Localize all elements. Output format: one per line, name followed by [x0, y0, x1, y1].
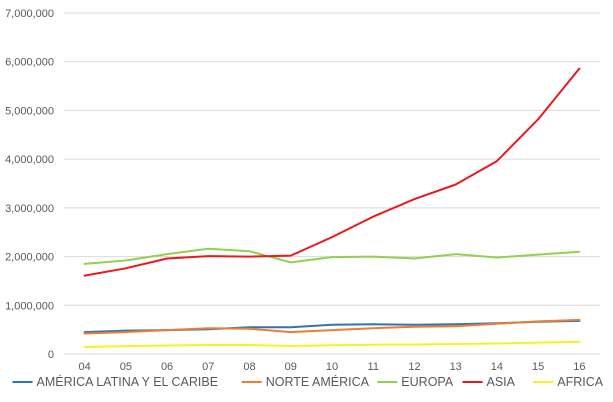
data-point [249, 328, 251, 330]
data-point [166, 253, 168, 255]
data-point [290, 255, 292, 257]
series-line-3 [83, 247, 581, 265]
y-tick-label: 0 [48, 349, 54, 361]
data-point [84, 346, 86, 348]
data-point [166, 329, 168, 331]
data-point [290, 345, 292, 347]
x-tick-label: 05 [120, 361, 132, 373]
data-point [84, 275, 86, 277]
y-tick-label: 1,000,000 [5, 300, 54, 312]
data-point [455, 323, 457, 325]
data-point [413, 326, 415, 328]
series-lines [83, 67, 581, 348]
data-point [166, 258, 168, 260]
x-tick-label: 04 [78, 361, 90, 373]
legend-label: ASIA [487, 375, 516, 389]
data-point [413, 258, 415, 260]
data-point [331, 324, 333, 326]
data-point [249, 256, 251, 258]
data-point [578, 68, 580, 70]
data-point [455, 183, 457, 185]
data-point [537, 342, 539, 344]
grid-lines [64, 12, 600, 306]
legend: AMÉRICA LATINA Y EL CARIBE NORTE AMÉRICA E… [12, 374, 604, 389]
data-point [207, 327, 209, 329]
data-point [207, 344, 209, 346]
data-point [372, 256, 374, 258]
data-point [166, 344, 168, 346]
data-point [249, 344, 251, 346]
data-point [578, 341, 580, 343]
data-point [290, 326, 292, 328]
data-point [413, 344, 415, 346]
data-point [84, 263, 86, 265]
y-tick-label: 5,000,000 [5, 105, 54, 117]
y-tick-label: 6,000,000 [5, 57, 54, 69]
data-point [537, 320, 539, 322]
data-point [290, 331, 292, 333]
y-tick-label: 4,000,000 [5, 154, 54, 166]
data-point [496, 257, 498, 259]
x-tick-label: 14 [491, 361, 503, 373]
x-tick-label: 16 [573, 361, 585, 373]
legend-label: EUROPA [401, 375, 454, 389]
data-point [125, 331, 127, 333]
x-tick-label: 11 [368, 361, 379, 373]
x-tick-label: 07 [202, 361, 214, 373]
legend-label: AFRICA [557, 375, 604, 389]
x-tick-label: 12 [408, 361, 420, 373]
data-point [331, 256, 333, 258]
data-point [537, 118, 539, 120]
series-line-4 [83, 67, 581, 277]
x-tick-label: 15 [532, 361, 544, 373]
data-point [413, 324, 415, 326]
y-tick-label: 3,000,000 [5, 203, 54, 215]
data-point [290, 261, 292, 263]
data-point [496, 343, 498, 345]
data-point [207, 248, 209, 250]
x-tick-label: 10 [326, 361, 338, 373]
data-point [372, 344, 374, 346]
x-tick-label: 09 [285, 361, 297, 373]
data-point [455, 343, 457, 345]
x-tick-label: 06 [161, 361, 173, 373]
data-point [496, 160, 498, 162]
data-point [125, 267, 127, 269]
y-tick-label: 7,000,000 [5, 8, 54, 20]
data-point [496, 323, 498, 325]
series-line-5 [83, 340, 581, 348]
data-point [372, 216, 374, 218]
data-point [125, 259, 127, 261]
data-point [372, 327, 374, 329]
data-point [249, 250, 251, 252]
legend-label: AMÉRICA LATINA Y EL CARIBE [37, 374, 219, 389]
data-point [455, 325, 457, 327]
axes: 0 1,000,000 2,000,000 3,000,000 4,000,000 5,0… [5, 8, 600, 373]
data-point [578, 251, 580, 253]
x-tick-label: 13 [450, 361, 462, 373]
data-point [84, 333, 86, 335]
y-tick-label: 2,000,000 [5, 252, 54, 264]
data-point [413, 198, 415, 200]
data-point [331, 344, 333, 346]
data-point [455, 253, 457, 255]
data-point [125, 345, 127, 347]
data-point [578, 319, 580, 321]
data-point [372, 323, 374, 325]
x-tick-label: 08 [243, 361, 255, 373]
data-point [207, 255, 209, 257]
data-point [331, 236, 333, 238]
data-point [537, 254, 539, 256]
data-point [331, 329, 333, 331]
legend-label: NORTE AMÉRICA [266, 374, 370, 389]
series-line-2 [83, 318, 581, 335]
